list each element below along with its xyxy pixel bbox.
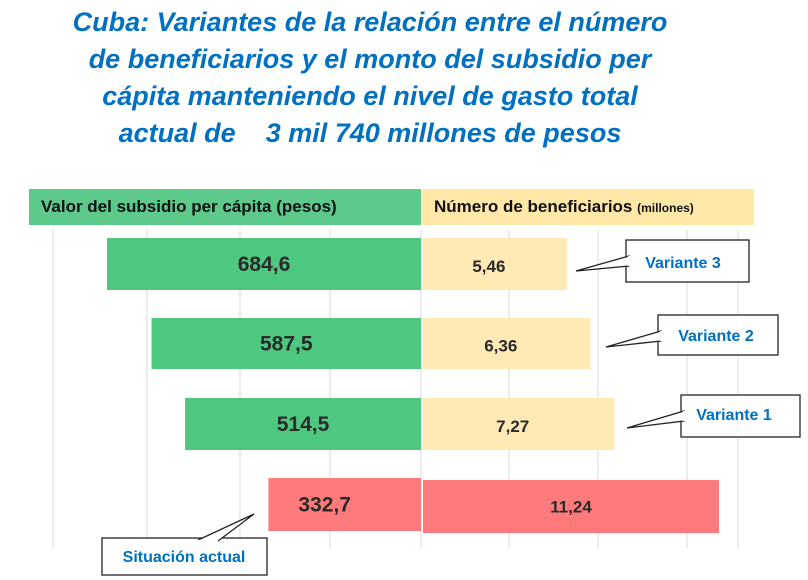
bar-beneficiaries-4 bbox=[423, 480, 719, 533]
callout-box-3 bbox=[680, 394, 801, 438]
label-beneficiaries-2: 6,36 bbox=[484, 337, 517, 356]
chart-title: Cuba: Variantes de la relación entre el … bbox=[0, 4, 740, 152]
label-subsidy-1: 684,6 bbox=[238, 253, 291, 276]
callout-label-3: Variante 1 bbox=[696, 407, 772, 424]
callout-pointer-1 bbox=[575, 255, 630, 272]
label-beneficiaries-3: 7,27 bbox=[496, 417, 529, 436]
callout-box-2 bbox=[657, 314, 779, 356]
callout-3: Variante 1 bbox=[626, 394, 801, 438]
callout-2: Variante 2 bbox=[605, 314, 779, 356]
label-beneficiaries-1: 5,46 bbox=[472, 257, 505, 276]
bar-subsidy-2 bbox=[151, 318, 421, 369]
bar-beneficiaries-2 bbox=[423, 318, 591, 369]
header-beneficiaries: Número de beneficiarios (millones) bbox=[422, 189, 754, 225]
bar-subsidy-1 bbox=[107, 238, 421, 290]
callout-pointer-2 bbox=[605, 330, 662, 348]
title-line-3: cápita manteniendo el nivel de gasto tot… bbox=[102, 81, 638, 111]
callout-label-4: Situación actual bbox=[123, 549, 246, 566]
title-line-1: Cuba: Variantes de la relación entre el … bbox=[72, 7, 668, 37]
callout-label-1: Variante 3 bbox=[645, 255, 721, 272]
header-beneficiaries-unit: (millones) bbox=[637, 201, 694, 215]
callout-pointer-3 bbox=[626, 410, 685, 429]
callout-4: Situación actual bbox=[101, 513, 268, 576]
label-subsidy-3: 514,5 bbox=[277, 413, 330, 436]
header-subsidy: Valor del subsidio per cápita (pesos) bbox=[29, 189, 421, 225]
bar-subsidy-3 bbox=[185, 398, 421, 450]
callout-box-1 bbox=[625, 239, 750, 283]
title-line-2: de beneficiarios y el monto del subsidio… bbox=[88, 44, 652, 74]
callout-label-2: Variante 2 bbox=[678, 328, 754, 345]
label-subsidy-4: 332,7 bbox=[298, 494, 351, 517]
bar-beneficiaries-1 bbox=[423, 238, 567, 290]
label-beneficiaries-4: 11,24 bbox=[550, 498, 592, 517]
title-line-4: actual de 3 mil 740 millones de pesos bbox=[118, 118, 622, 148]
callout-1: Variante 3 bbox=[575, 239, 750, 283]
label-subsidy-2: 587,5 bbox=[260, 333, 313, 356]
header-beneficiaries-label: Número de beneficiarios bbox=[434, 197, 633, 216]
header-subsidy-label: Valor del subsidio per cápita (pesos) bbox=[41, 197, 337, 216]
bar-beneficiaries-3 bbox=[423, 398, 615, 450]
bar-subsidy-4 bbox=[268, 478, 421, 531]
callout-box-4 bbox=[101, 537, 268, 576]
callout-pointer-4 bbox=[195, 513, 255, 542]
